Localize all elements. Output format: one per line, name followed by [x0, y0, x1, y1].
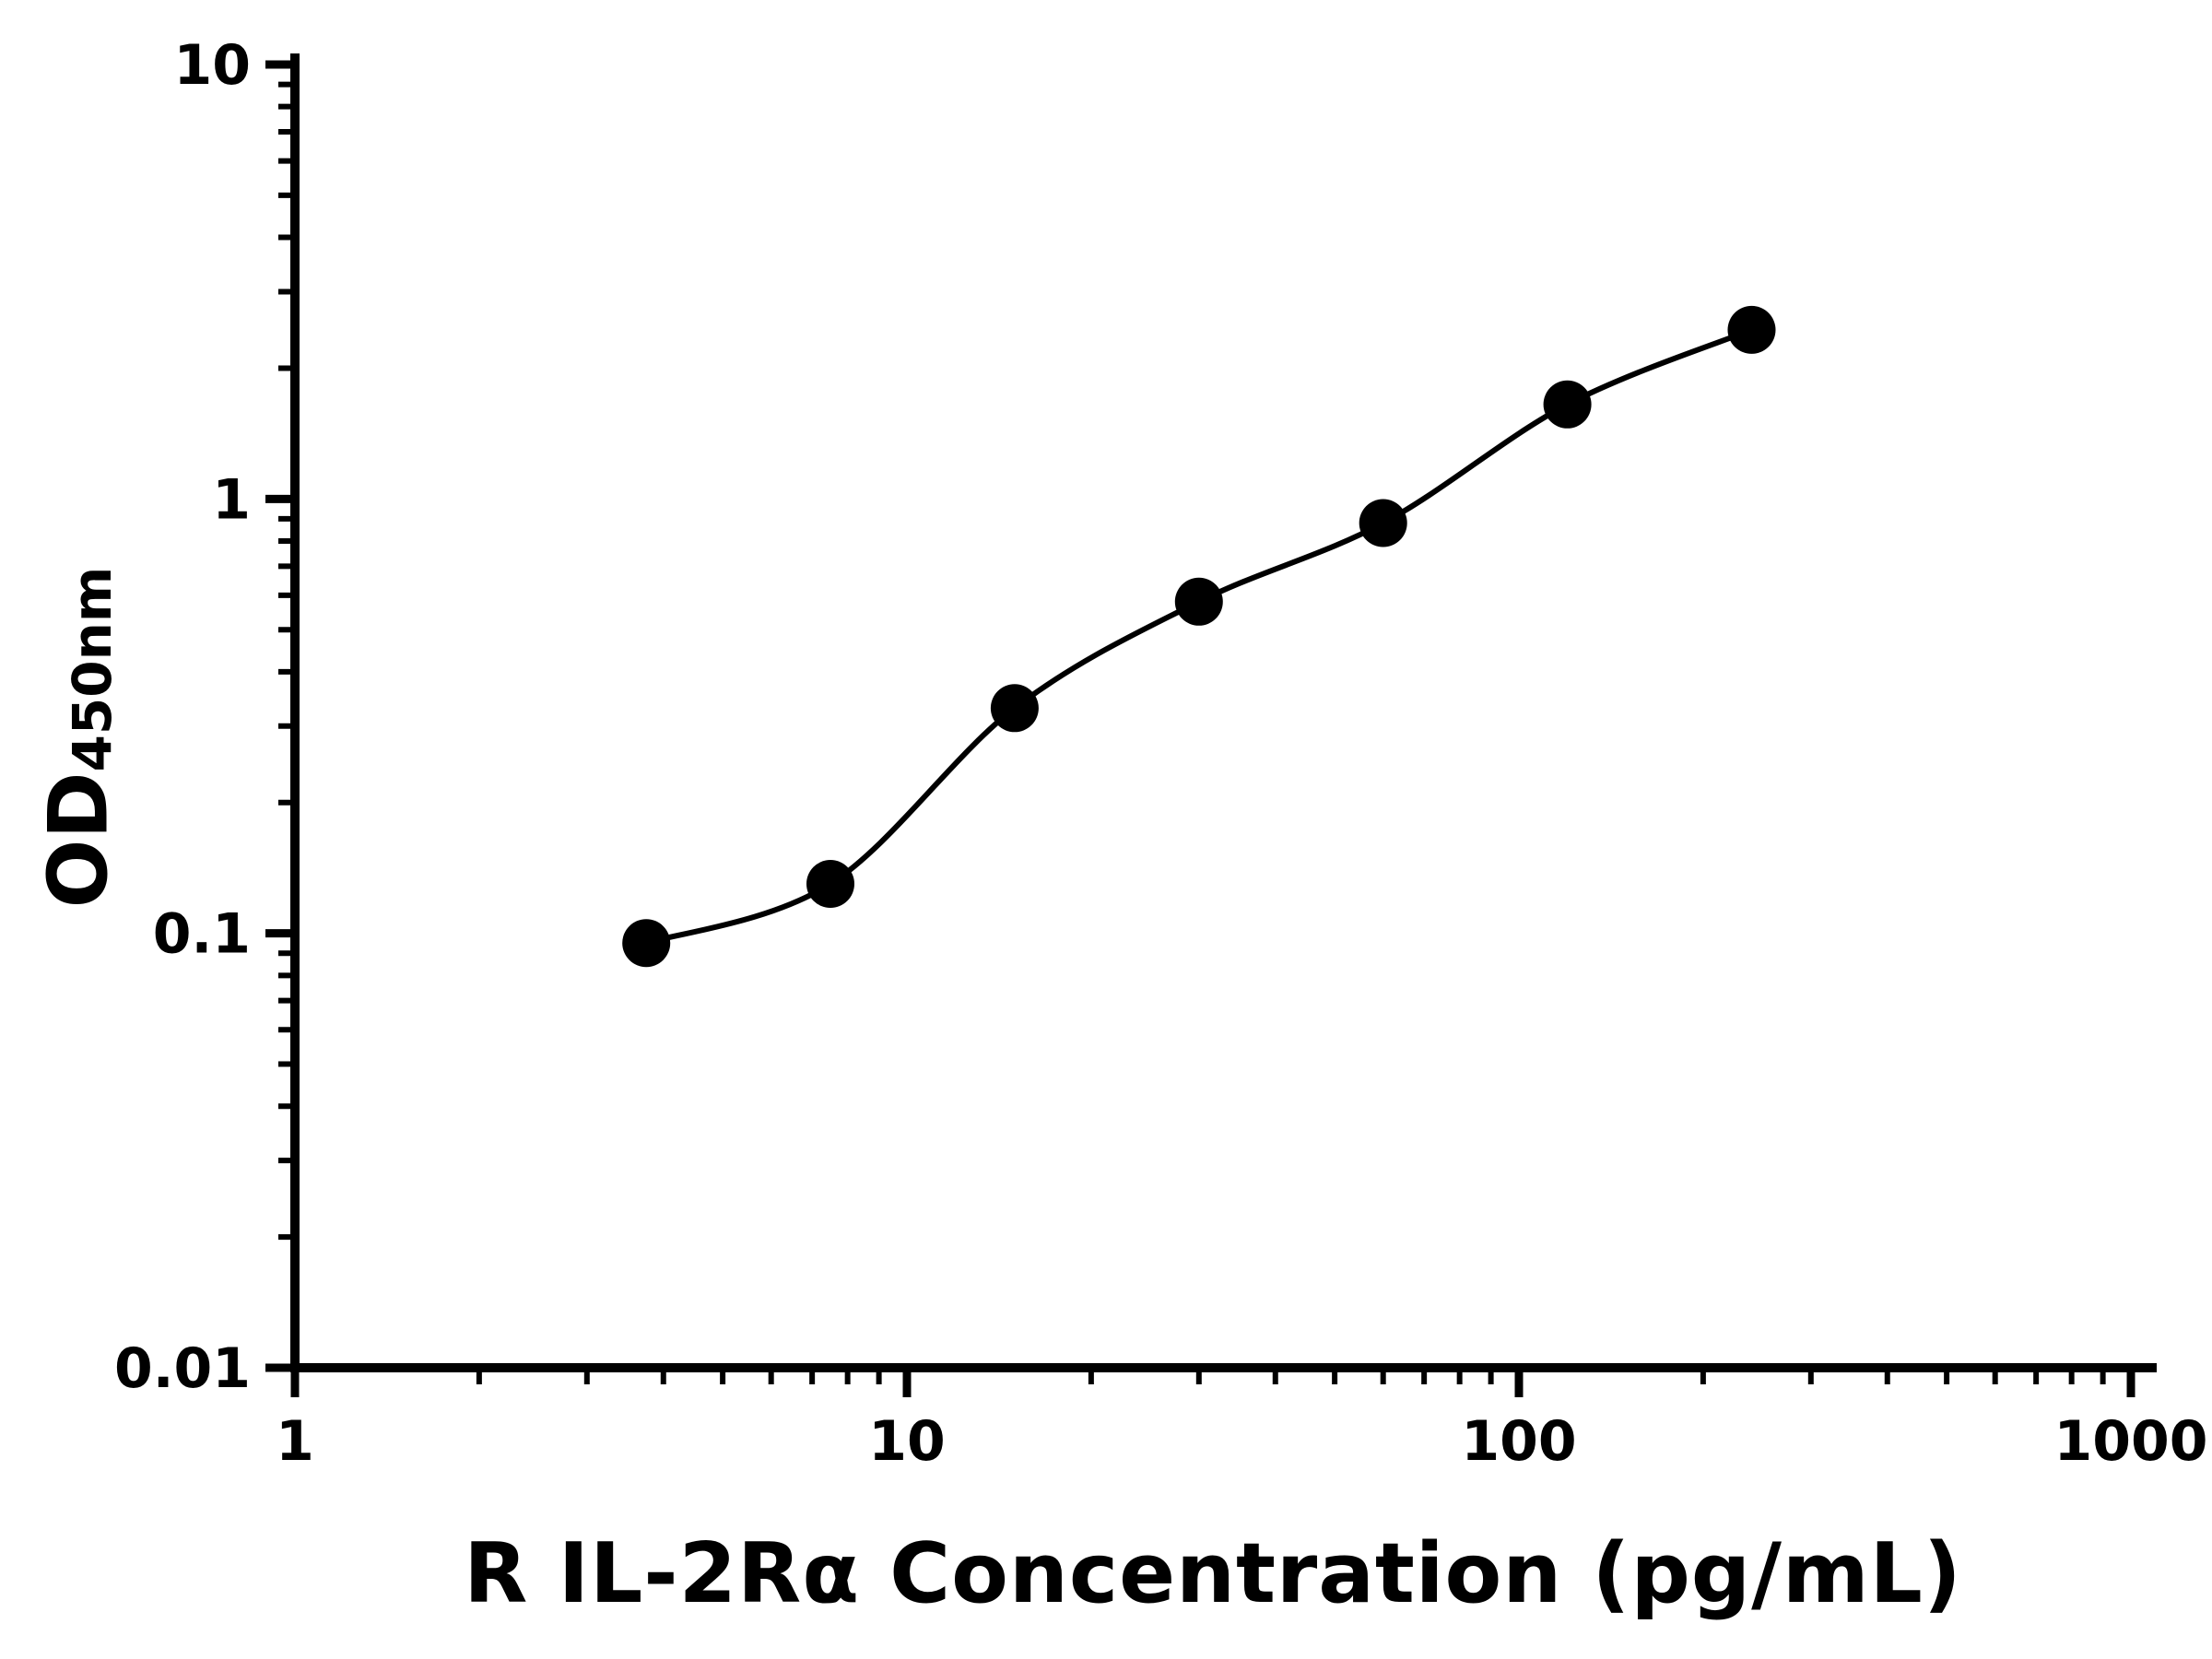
x-tick-label: 1000 [2054, 1409, 2208, 1474]
x-axis-title: R IL-2Rα Concentration (pg/mL) [464, 1525, 1962, 1622]
y-tick-label: 1 [212, 467, 251, 532]
data-point-3 [1174, 577, 1223, 626]
data-point-2 [990, 684, 1039, 733]
data-point-4 [1359, 499, 1407, 547]
x-tick-label: 100 [1461, 1409, 1576, 1474]
x-tick-label: 1 [276, 1409, 314, 1474]
data-point-1 [806, 860, 854, 908]
y-axis-title-subscript: 450nm [61, 566, 124, 772]
data-point-6 [1727, 305, 1776, 354]
y-tick-label: 0.01 [114, 1336, 251, 1401]
standard-curve-line [645, 327, 1753, 947]
y-tick-label: 10 [174, 33, 252, 98]
data-point-5 [1543, 380, 1592, 429]
y-axis-title-main: OD [30, 771, 126, 909]
x-tick-label: 10 [868, 1409, 946, 1474]
data-point-0 [622, 919, 671, 968]
y-tick-label: 0.1 [153, 902, 251, 967]
y-axis-title: OD450nm [31, 567, 126, 909]
